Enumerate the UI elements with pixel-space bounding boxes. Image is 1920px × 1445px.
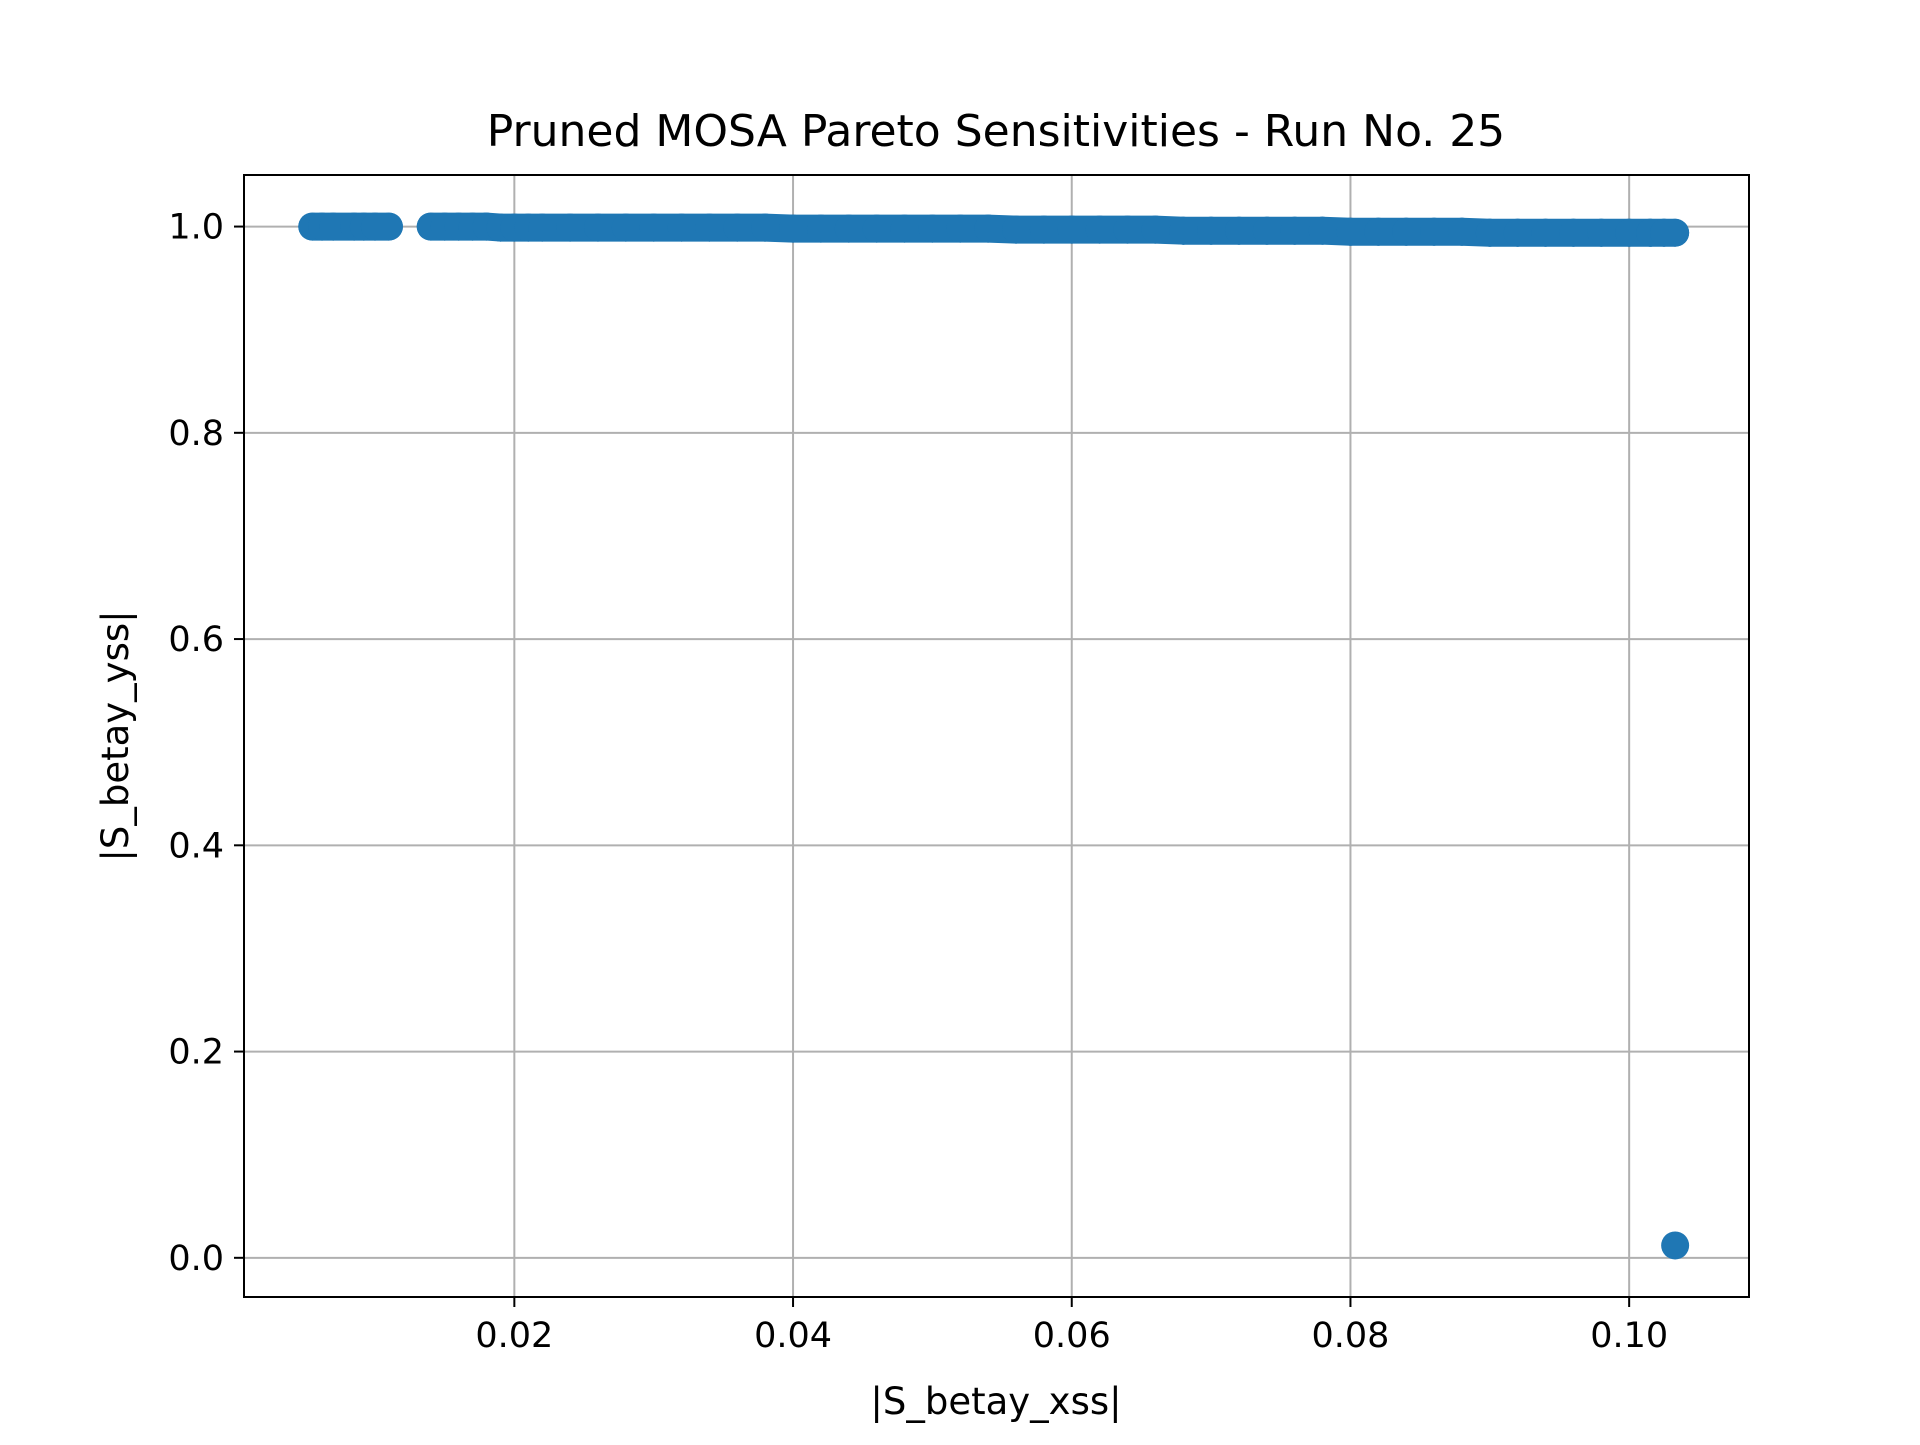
y-tick-label: 0.8 xyxy=(168,414,224,454)
data-point xyxy=(1661,1231,1690,1260)
x-tick-label: 0.04 xyxy=(754,1316,832,1356)
y-tick-label: 0.0 xyxy=(168,1239,224,1279)
x-tick-label: 0.06 xyxy=(1033,1316,1111,1356)
plot-frame xyxy=(243,174,1750,1298)
x-axis-label: |S_betay_xss| xyxy=(870,1380,1121,1423)
x-tick-label: 0.08 xyxy=(1311,1316,1389,1356)
axis-ticks: 0.02 0.04 0.06 0.08 0.10 0.0 0.2 0.4 0.6 0.8 1.0 xyxy=(168,208,1668,1356)
x-tick-label: 0.02 xyxy=(475,1316,553,1356)
chart-title: Pruned MOSA Pareto Sensitivities - Run N… xyxy=(487,106,1505,157)
y-tick-label: 0.6 xyxy=(168,620,224,660)
y-tick-label: 0.4 xyxy=(168,826,224,866)
x-tick-label: 0.10 xyxy=(1590,1316,1668,1356)
y-tick-label: 1.0 xyxy=(168,208,224,248)
y-axis-label: |S_betay_yss| xyxy=(94,610,137,861)
y-tick-label: 0.2 xyxy=(168,1033,224,1073)
data-points xyxy=(298,212,1690,1260)
